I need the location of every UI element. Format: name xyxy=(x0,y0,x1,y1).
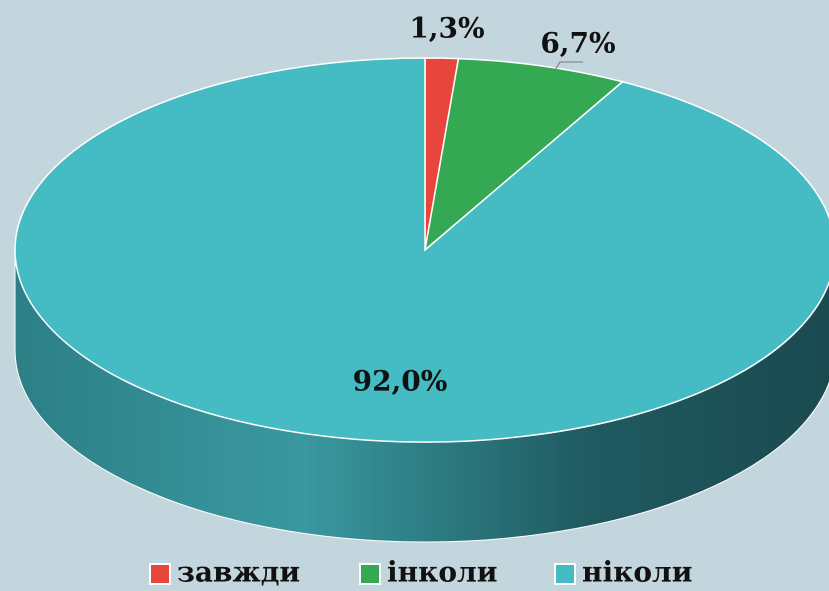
legend-swatch xyxy=(359,563,381,585)
pie-slice xyxy=(423,57,625,252)
legend-label: ніколи xyxy=(582,556,693,589)
pie-slice xyxy=(14,57,829,443)
legend-swatch xyxy=(149,563,171,585)
data-label: 6,7% xyxy=(540,27,615,60)
legend-swatch xyxy=(554,563,576,585)
data-label: 1,3% xyxy=(409,12,484,45)
pie: 1,3% 6,7% 92,0% xyxy=(14,12,829,543)
legend: завжди інколи ніколи xyxy=(149,556,693,589)
legend-label: інколи xyxy=(387,556,498,589)
legend-label: завжди xyxy=(177,556,300,589)
data-label: 92,0% xyxy=(353,365,448,398)
leader-line xyxy=(554,61,583,71)
